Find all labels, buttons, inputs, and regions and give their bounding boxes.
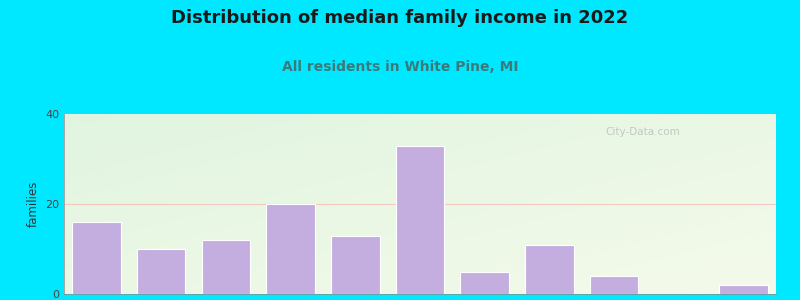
Bar <box>266 204 315 294</box>
Bar <box>461 272 509 294</box>
Y-axis label: families: families <box>26 181 39 227</box>
Bar <box>137 249 186 294</box>
Bar <box>202 240 250 294</box>
Text: Distribution of median family income in 2022: Distribution of median family income in … <box>171 9 629 27</box>
Bar <box>590 276 638 294</box>
Bar <box>719 285 768 294</box>
Text: All residents in White Pine, MI: All residents in White Pine, MI <box>282 60 518 74</box>
Bar <box>525 244 574 294</box>
Bar <box>396 146 444 294</box>
Bar <box>72 222 121 294</box>
Text: City-Data.com: City-Data.com <box>605 127 680 136</box>
Bar <box>331 236 379 294</box>
